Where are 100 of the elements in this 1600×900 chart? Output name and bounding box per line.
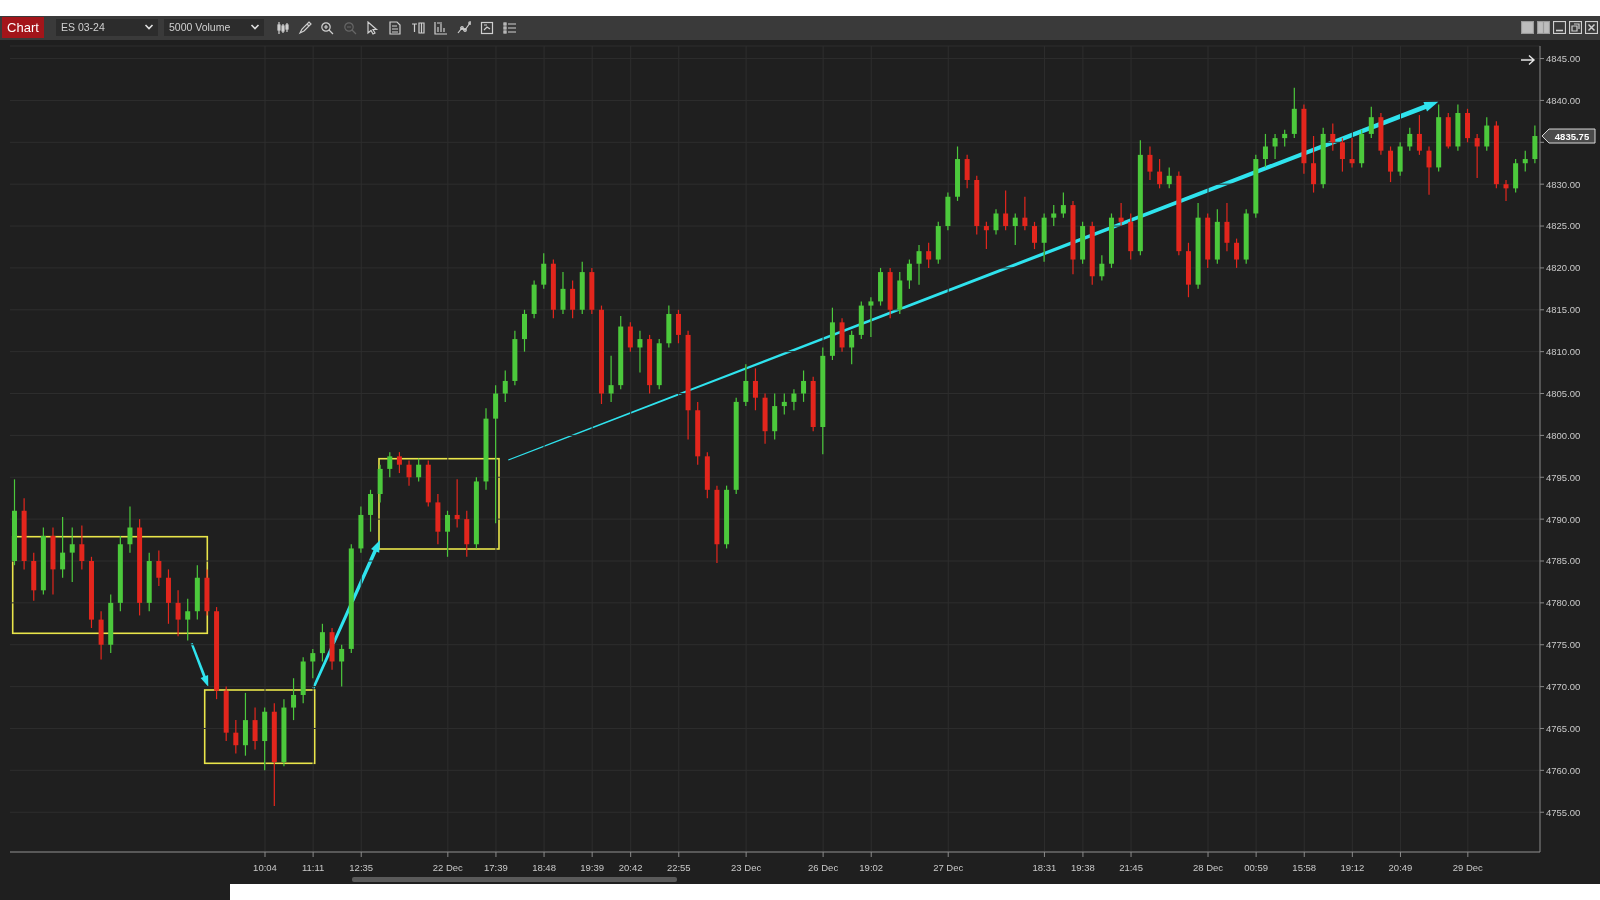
candlestick — [1147, 145, 1153, 181]
candlestick — [1407, 127, 1413, 152]
candlestick — [79, 524, 85, 570]
candlestick — [781, 392, 787, 416]
candlestick — [156, 549, 162, 587]
candlestick — [1484, 116, 1490, 152]
x-tick-label: 18:48 — [532, 861, 556, 873]
chart-title: Chart — [7, 20, 39, 35]
x-tick-label: 29 Dec — [1452, 861, 1484, 873]
candlestick — [1339, 137, 1345, 173]
candlestick — [339, 644, 345, 688]
y-tick-label: 4830.00 — [1546, 178, 1581, 190]
candlestick — [1416, 114, 1422, 156]
candlestick — [1166, 166, 1172, 189]
tab: Chart — [2, 17, 44, 38]
candlestick — [1060, 191, 1066, 219]
y-tick-label: 4805.00 — [1546, 387, 1581, 399]
candlestick — [1022, 196, 1028, 231]
candlestick — [1224, 202, 1230, 252]
y-tick-label: 4765.00 — [1546, 722, 1581, 734]
candlestick — [1330, 122, 1336, 152]
candlestick — [1272, 133, 1278, 160]
candlestick — [1234, 238, 1240, 269]
y-tick-label: 4760.00 — [1546, 764, 1581, 776]
candlestick — [1474, 133, 1480, 179]
y-tick-label: 4825.00 — [1546, 220, 1581, 232]
candlestick — [541, 252, 547, 290]
candlestick — [964, 154, 970, 189]
candlestick — [560, 271, 566, 315]
candlestick — [445, 510, 451, 558]
candlestick — [416, 457, 422, 483]
candlestick — [319, 623, 325, 663]
candlestick — [1532, 124, 1538, 164]
x-tick-label: 10:04 — [253, 861, 277, 873]
candlestick — [1522, 150, 1528, 173]
candlestick — [906, 258, 912, 290]
candlestick — [1157, 158, 1163, 189]
candlestick — [983, 221, 989, 250]
candlestick — [368, 489, 374, 533]
x-tick-label: 19:12 — [1340, 861, 1365, 873]
x-tick-label: 00:59 — [1244, 861, 1269, 873]
candlestick — [233, 719, 239, 755]
candlestick — [868, 296, 874, 338]
candlestick — [752, 367, 758, 411]
y-tick-label: 4775.00 — [1546, 639, 1581, 651]
candlestick — [454, 478, 460, 529]
y-tick-label: 4780.00 — [1546, 597, 1581, 609]
candlestick — [1503, 179, 1509, 202]
candlestick — [252, 706, 258, 751]
candlestick — [396, 451, 402, 474]
dropdown: ES 03-24 — [56, 19, 158, 36]
candlestick — [1311, 135, 1317, 194]
candlestick — [926, 242, 932, 269]
candlestick — [185, 598, 191, 642]
candlestick — [637, 330, 643, 374]
candlestick — [1012, 212, 1018, 246]
y-tick-label: 4820.00 — [1546, 262, 1581, 274]
x-tick-label: 11:11 — [301, 861, 325, 873]
x-tick-label: 12:35 — [349, 861, 374, 873]
candlestick — [1368, 106, 1374, 139]
x-tick-label: 15:58 — [1292, 861, 1317, 873]
candlestick — [675, 309, 681, 344]
y-tick-label: 4790.00 — [1546, 513, 1581, 525]
dropdown: 5000 Volume — [164, 19, 264, 36]
candlestick — [175, 589, 181, 637]
y-tick-label: 4795.00 — [1546, 471, 1581, 483]
candlestick — [1426, 145, 1432, 196]
y-tick-label: 4815.00 — [1546, 304, 1581, 316]
candlestick — [608, 355, 614, 403]
candlestick — [310, 648, 316, 679]
x-tick-label: 23 Dec — [731, 861, 762, 873]
y-tick-label: 4845.00 — [1546, 52, 1581, 64]
x-tick-label: 18:31 — [1032, 861, 1057, 873]
candlestick — [387, 451, 393, 478]
x-tick-label: 19:38 — [1071, 861, 1095, 873]
y-tick-label: 4810.00 — [1546, 346, 1581, 358]
x-tick-label: 20:42 — [618, 861, 643, 873]
candlestick — [1388, 145, 1394, 183]
x-tick-label: 28 Dec — [1192, 861, 1224, 873]
y-tick-label: 4770.00 — [1546, 680, 1581, 692]
candlestick — [69, 526, 75, 583]
candlestick — [1118, 202, 1124, 227]
candlestick — [849, 330, 855, 365]
candlestick — [791, 388, 797, 411]
candlestick — [406, 459, 412, 487]
x-tick-label: 19:02 — [859, 861, 884, 873]
candlestick — [1032, 221, 1037, 250]
text: 4835.75 — [1554, 130, 1590, 142]
candlestick — [291, 677, 297, 721]
candlestick — [127, 505, 133, 554]
candlestick — [916, 244, 922, 286]
candlestick — [1051, 204, 1057, 227]
candlestick — [1262, 133, 1268, 169]
candlestick — [502, 369, 508, 403]
candlestick — [60, 516, 66, 579]
candlestick — [1349, 137, 1355, 169]
x-tick-label: 27 Dec — [933, 861, 964, 873]
x-tick-label: 21:45 — [1119, 861, 1143, 873]
x-tick-label: 17:39 — [484, 861, 508, 873]
candlestick — [570, 279, 576, 319]
